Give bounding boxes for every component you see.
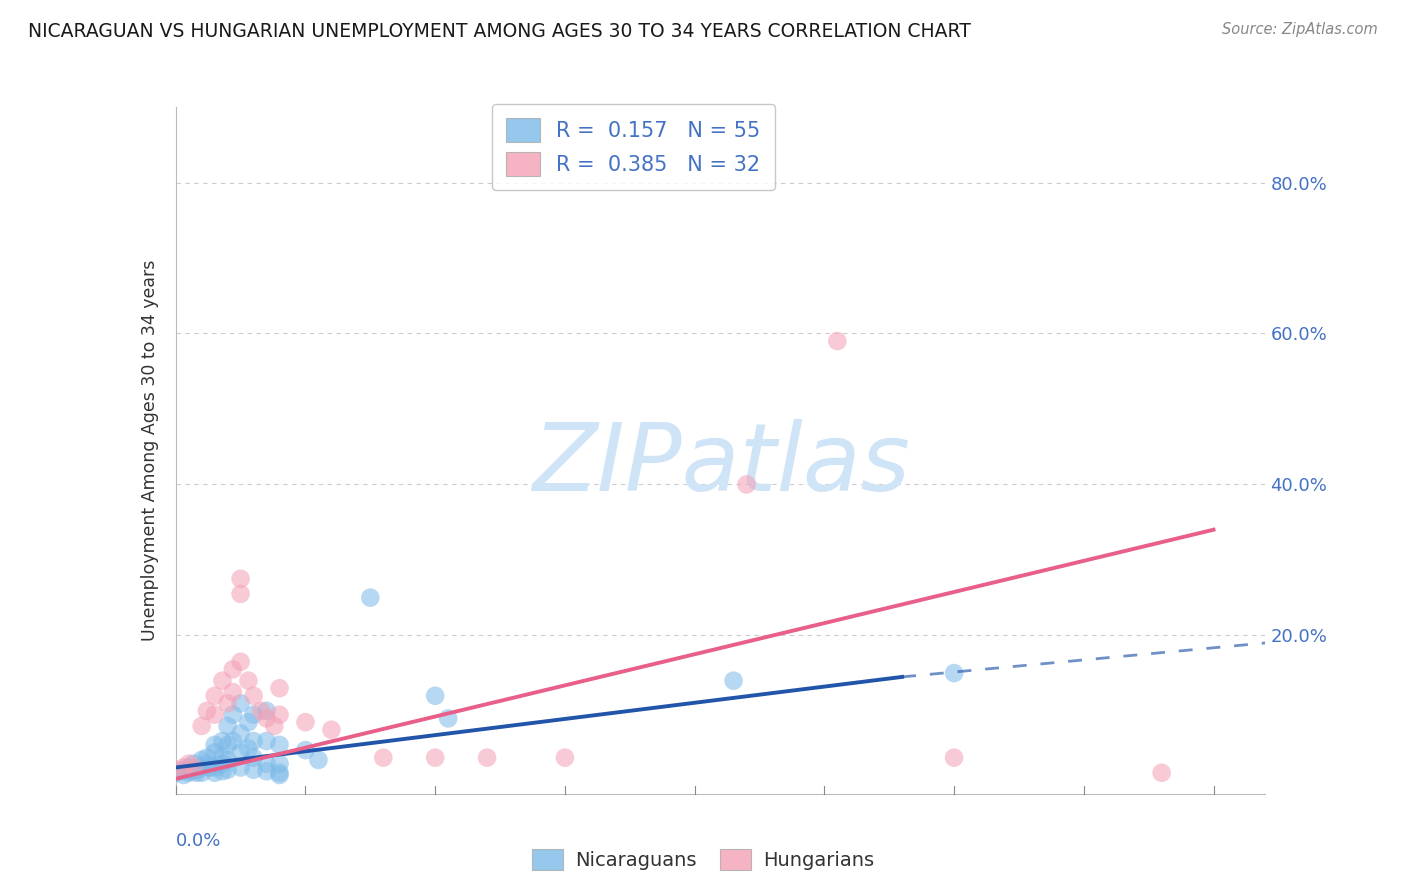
Point bbox=[229, 726, 252, 740]
Point bbox=[269, 738, 291, 752]
Text: Source: ZipAtlas.com: Source: ZipAtlas.com bbox=[1222, 22, 1378, 37]
Point bbox=[238, 715, 260, 730]
Point bbox=[204, 765, 226, 780]
Point bbox=[177, 756, 200, 771]
Point bbox=[183, 756, 205, 771]
Point bbox=[238, 741, 260, 756]
Point bbox=[242, 750, 264, 764]
Point bbox=[269, 707, 291, 722]
Point bbox=[204, 745, 226, 759]
Point bbox=[195, 704, 218, 718]
Point bbox=[190, 765, 212, 780]
Point bbox=[222, 734, 245, 748]
Point bbox=[256, 711, 278, 725]
Point bbox=[170, 764, 193, 779]
Point bbox=[222, 662, 245, 676]
Point bbox=[554, 750, 576, 764]
Point bbox=[827, 334, 849, 348]
Text: ZIPatlas: ZIPatlas bbox=[531, 418, 910, 509]
Point bbox=[204, 689, 226, 703]
Point bbox=[294, 715, 316, 730]
Point bbox=[229, 745, 252, 759]
Point bbox=[186, 763, 208, 777]
Point bbox=[263, 719, 285, 733]
Point bbox=[437, 711, 460, 725]
Point bbox=[242, 734, 264, 748]
Point bbox=[204, 707, 226, 722]
Point bbox=[222, 685, 245, 699]
Point bbox=[321, 723, 343, 737]
Point bbox=[425, 689, 447, 703]
Point bbox=[425, 750, 447, 764]
Point bbox=[269, 768, 291, 782]
Point bbox=[173, 760, 195, 774]
Point bbox=[242, 763, 264, 777]
Point bbox=[186, 765, 208, 780]
Point bbox=[198, 760, 221, 774]
Point bbox=[269, 765, 291, 780]
Point bbox=[229, 587, 252, 601]
Point bbox=[943, 666, 966, 681]
Point bbox=[359, 591, 381, 605]
Point bbox=[211, 764, 233, 779]
Text: 0.0%: 0.0% bbox=[176, 831, 221, 850]
Point bbox=[238, 673, 260, 688]
Point bbox=[217, 763, 239, 777]
Point bbox=[204, 760, 226, 774]
Point bbox=[211, 756, 233, 771]
Point bbox=[190, 753, 212, 767]
Point bbox=[177, 760, 200, 774]
Point bbox=[229, 696, 252, 710]
Y-axis label: Unemployment Among Ages 30 to 34 years: Unemployment Among Ages 30 to 34 years bbox=[141, 260, 159, 641]
Point bbox=[195, 756, 218, 771]
Point bbox=[250, 704, 273, 718]
Point bbox=[211, 673, 233, 688]
Point bbox=[183, 760, 205, 774]
Point bbox=[256, 734, 278, 748]
Point bbox=[165, 765, 187, 780]
Point bbox=[174, 763, 197, 777]
Point bbox=[211, 734, 233, 748]
Point bbox=[217, 753, 239, 767]
Point bbox=[222, 707, 245, 722]
Point bbox=[190, 719, 212, 733]
Text: NICARAGUAN VS HUNGARIAN UNEMPLOYMENT AMONG AGES 30 TO 34 YEARS CORRELATION CHART: NICARAGUAN VS HUNGARIAN UNEMPLOYMENT AMO… bbox=[28, 22, 972, 41]
Point bbox=[195, 750, 218, 764]
Point bbox=[307, 753, 329, 767]
Point bbox=[211, 749, 233, 764]
Point bbox=[217, 696, 239, 710]
Point bbox=[180, 764, 202, 779]
Point bbox=[256, 756, 278, 771]
Point bbox=[475, 750, 498, 764]
Point bbox=[177, 765, 200, 780]
Point bbox=[217, 738, 239, 752]
Point bbox=[190, 760, 212, 774]
Point bbox=[735, 477, 758, 491]
Point bbox=[242, 707, 264, 722]
Point bbox=[294, 743, 316, 757]
Point bbox=[204, 738, 226, 752]
Point bbox=[723, 673, 745, 688]
Point bbox=[165, 763, 187, 777]
Point bbox=[256, 764, 278, 779]
Point bbox=[1150, 765, 1173, 780]
Point bbox=[269, 756, 291, 771]
Point bbox=[373, 750, 395, 764]
Point bbox=[217, 719, 239, 733]
Point bbox=[229, 655, 252, 669]
Point bbox=[229, 760, 252, 774]
Point bbox=[256, 704, 278, 718]
Legend: Nicaraguans, Hungarians: Nicaraguans, Hungarians bbox=[524, 841, 882, 878]
Point bbox=[173, 768, 195, 782]
Point bbox=[943, 750, 966, 764]
Point bbox=[242, 689, 264, 703]
Point bbox=[229, 572, 252, 586]
Legend: R =  0.157   N = 55, R =  0.385   N = 32: R = 0.157 N = 55, R = 0.385 N = 32 bbox=[492, 103, 775, 190]
Point bbox=[269, 681, 291, 696]
